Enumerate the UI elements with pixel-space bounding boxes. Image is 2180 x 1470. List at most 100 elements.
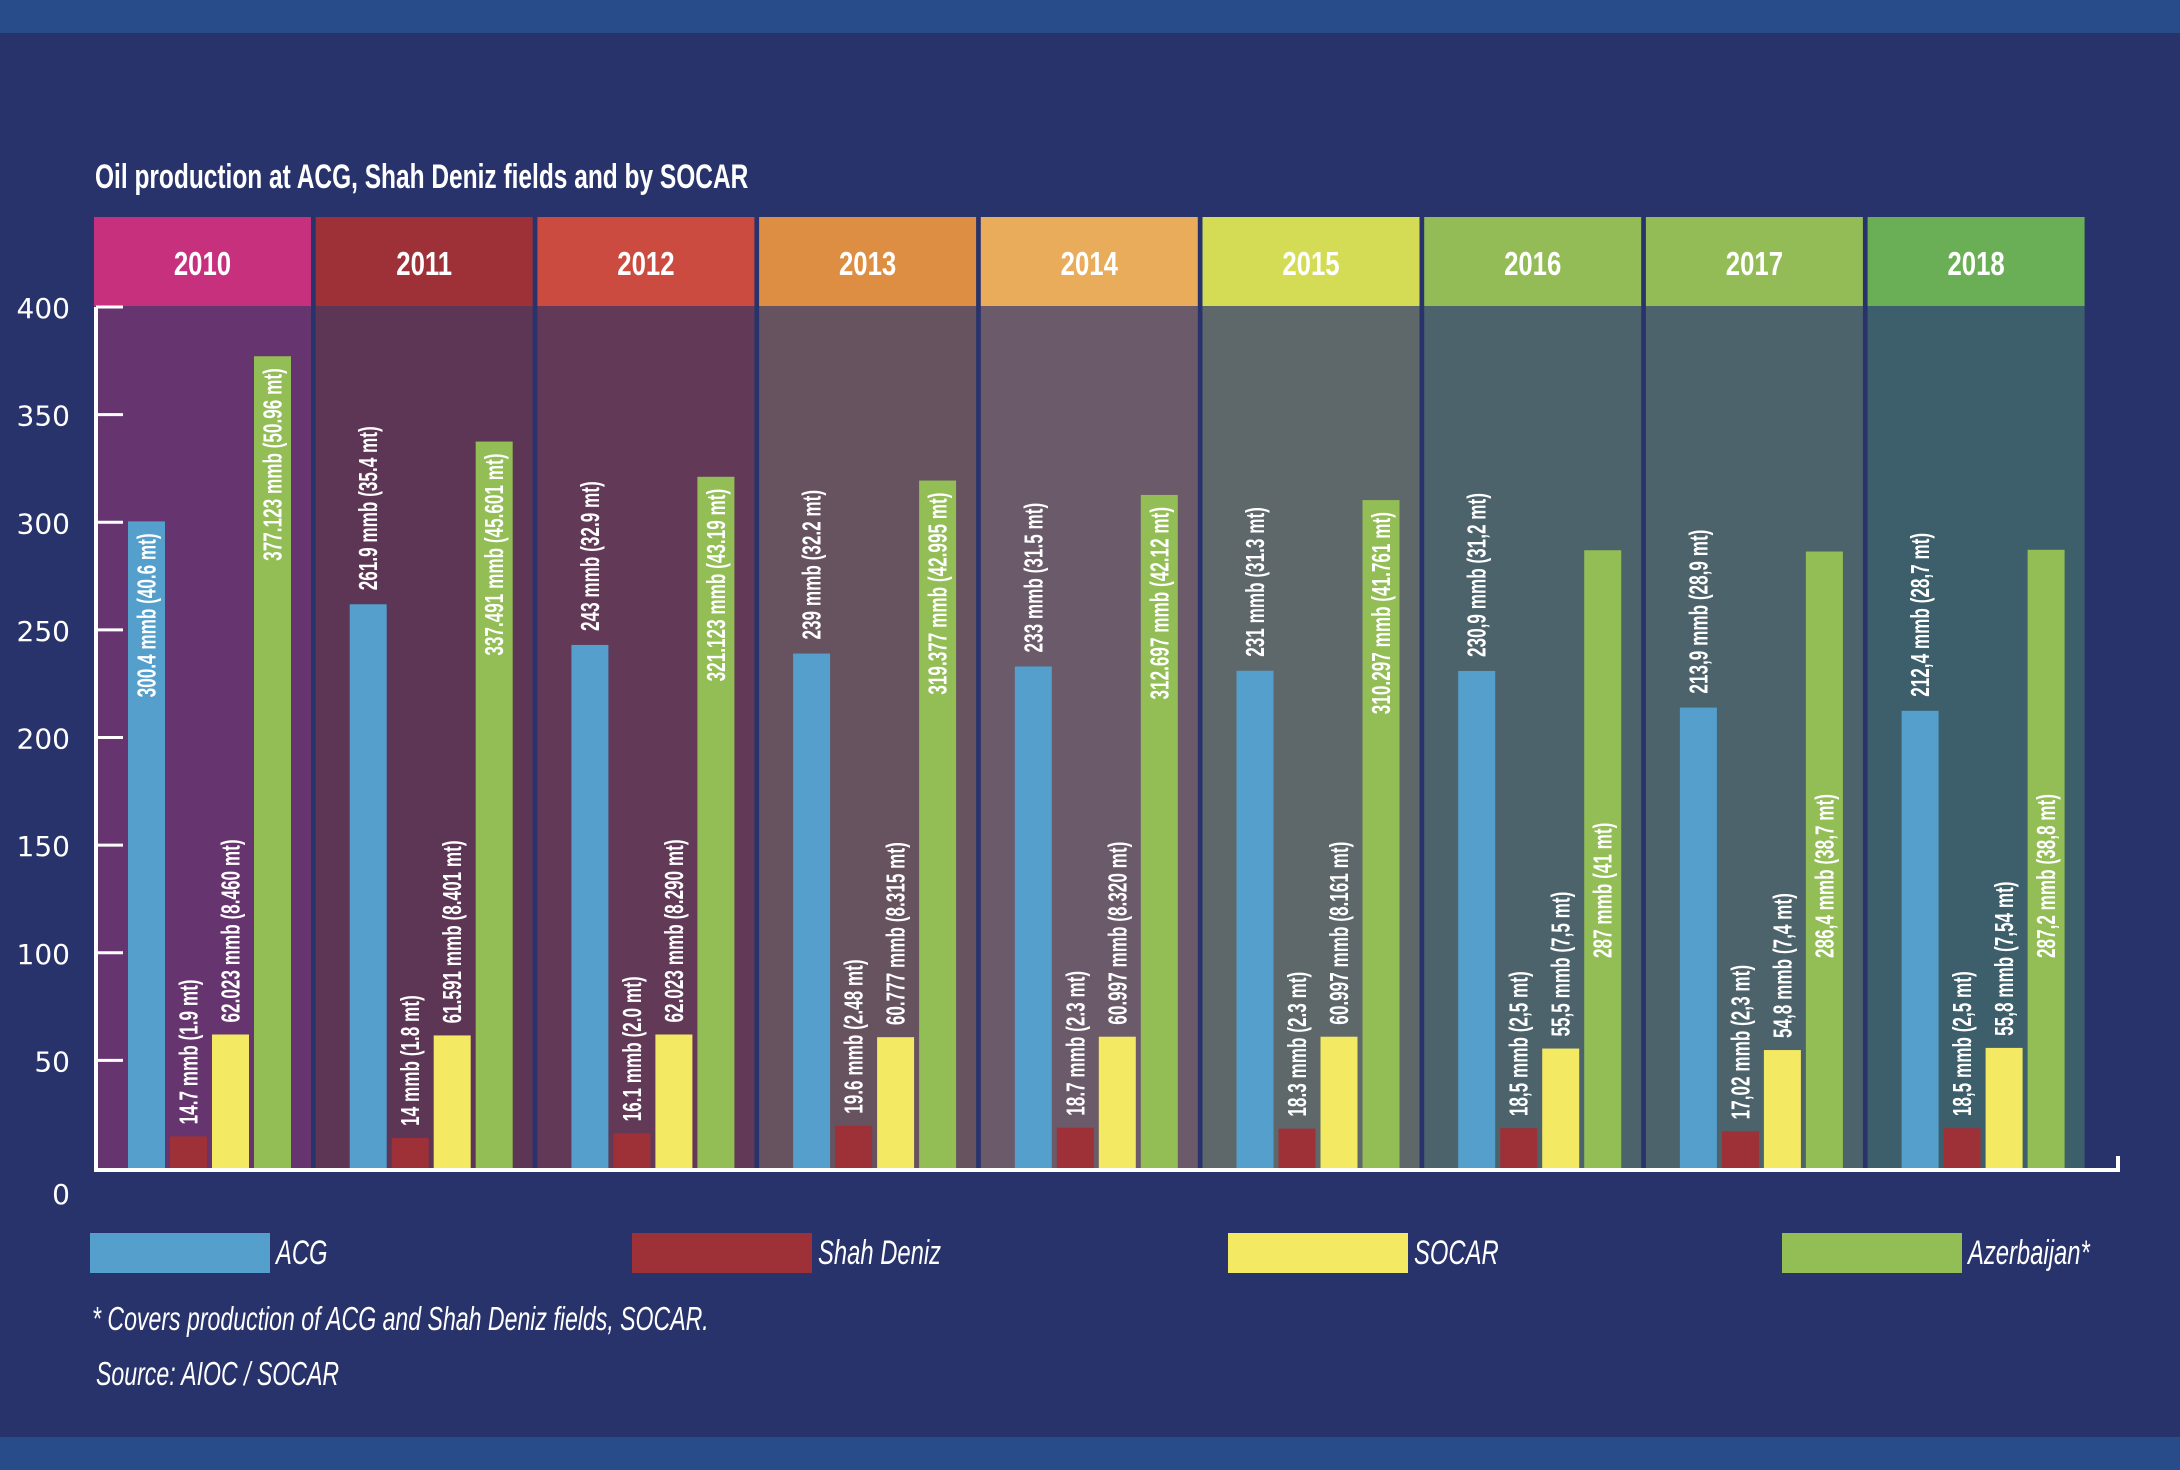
bar-label: 61.591 mmb (8.401 mt) xyxy=(438,840,468,1023)
bar-label: 62.023 mmb (8.460 mt) xyxy=(216,839,246,1022)
bar-label: 321.123 mmb (43.19 mt) xyxy=(701,489,731,682)
chart-title: Oil production at ACG, Shah Deniz fields… xyxy=(95,158,749,196)
bar-label: 212,4 mmb (28,7 mt) xyxy=(1905,533,1935,697)
bar-azerbaijan--2015 xyxy=(1362,500,1400,1168)
bar-azerbaijan--2017 xyxy=(1805,551,1843,1168)
bar-socar-2012 xyxy=(655,1034,693,1168)
bar-azerbaijan--2010 xyxy=(254,356,291,1168)
bar-shah-deniz-2015 xyxy=(1278,1128,1316,1168)
bar-label: 18,5 mmb (2,5 mt) xyxy=(1504,971,1534,1116)
bar-acg-2012 xyxy=(571,644,609,1168)
bar-shah-deniz-2011 xyxy=(391,1137,429,1168)
bar-acg-2015 xyxy=(1236,670,1274,1168)
bar-shah-deniz-2016 xyxy=(1500,1128,1538,1168)
bar-azerbaijan--2012 xyxy=(697,476,735,1169)
year-header-label: 2010 xyxy=(174,246,231,283)
bar-azerbaijan--2016 xyxy=(1584,550,1622,1168)
year-header-label: 2016 xyxy=(1504,246,1561,283)
bar-shah-deniz-2017 xyxy=(1721,1131,1759,1168)
bars xyxy=(128,356,2065,1169)
bar-label: 60.997 mmb (8.320 mt) xyxy=(1103,842,1133,1025)
legend-item-azerbaijan: Azerbaijan* xyxy=(1782,1233,2142,1273)
bar-label: 287 mmb (41 mt) xyxy=(1588,823,1618,958)
bottom-decor-strip xyxy=(0,1437,2180,1470)
bar-azerbaijan--2013 xyxy=(919,480,957,1168)
bar-azerbaijan--2014 xyxy=(1140,494,1178,1169)
year-header-2014 xyxy=(980,217,1198,306)
bar-label: 19.6 mmb (2.48 mt) xyxy=(839,959,869,1113)
bar-label: 300.4 mmb (40.6 mt) xyxy=(132,533,162,697)
bar-shah-deniz-2012 xyxy=(613,1133,651,1168)
bar-azerbaijan--2011 xyxy=(475,441,513,1168)
bar-shah-deniz-2013 xyxy=(835,1125,873,1168)
year-header-label: 2017 xyxy=(1726,246,1783,283)
year-header-label: 2013 xyxy=(839,246,896,283)
bar-socar-2018 xyxy=(1985,1047,2023,1168)
bar-acg-2016 xyxy=(1458,670,1496,1168)
bar-socar-2017 xyxy=(1763,1050,1801,1168)
bar-label: 261.9 mmb (35.4 mt) xyxy=(354,426,384,590)
bar-label: 319.377 mmb (42.995 mt) xyxy=(923,493,953,695)
bar-label: 377.123 mmb (50.96 mt) xyxy=(258,368,288,561)
bar-socar-2016 xyxy=(1542,1048,1580,1168)
bar-acg-2017 xyxy=(1679,707,1717,1168)
bar-label: 286,4 mmb (38,7 mt) xyxy=(1810,794,1840,958)
year-header-2016 xyxy=(1424,217,1642,306)
bar-label: 14 mmb (1.8 mt) xyxy=(396,995,426,1126)
bar-labels: 300.4 mmb (40.6 mt) 14.7 mmb (1.9 mt) 62.0… xyxy=(132,368,2061,1126)
bar-label: 287,2 mmb (38,8 mt) xyxy=(2031,794,2061,958)
bar-label: 18.3 mmb (2.3 mt) xyxy=(1282,972,1312,1117)
bar-label: 337.491 mmb (45.601 mt) xyxy=(480,454,510,656)
y-tick-label: 350 xyxy=(17,400,70,433)
year-header-2015 xyxy=(1202,217,1420,306)
bar-acg-2010 xyxy=(128,521,165,1168)
bar-socar-2011 xyxy=(433,1035,471,1168)
bar-label: 18.7 mmb (2.3 mt) xyxy=(1061,971,1091,1116)
legend-label-shah-deniz: Shah Deniz xyxy=(818,1233,942,1272)
legend-label-acg: ACG xyxy=(276,1233,328,1272)
y-tick-label: 300 xyxy=(17,507,70,540)
bar-acg-2018 xyxy=(1901,710,1939,1168)
legend-label-azerbaijan: Azerbaijan* xyxy=(1968,1233,2090,1272)
bar-label: 231 mmb (31.3 mt) xyxy=(1240,507,1270,657)
bar-label: 16.1 mmb (2.0 mt) xyxy=(617,976,647,1121)
year-header-2010 xyxy=(94,217,311,306)
bar-label: 60.777 mmb (8.315 mt) xyxy=(881,842,911,1025)
bar-label: 230,9 mmb (31,2 mt) xyxy=(1462,493,1492,657)
y-tick-label: 400 xyxy=(17,292,70,325)
bar-shah-deniz-2014 xyxy=(1056,1127,1094,1168)
bar-label: 62.023 mmb (8.290 mt) xyxy=(659,839,689,1022)
bar-socar-2013 xyxy=(877,1037,915,1168)
legend-swatch-acg xyxy=(90,1233,270,1273)
year-header-label: 2012 xyxy=(617,246,674,283)
year-header-label: 2011 xyxy=(396,246,452,283)
source-note: Source: AIOC / SOCAR xyxy=(96,1355,340,1392)
y-tick-label: 200 xyxy=(17,723,70,756)
y-tick-label: 50 xyxy=(34,1045,70,1078)
legend-item-shah-deniz: Shah Deniz xyxy=(632,1233,994,1273)
bar-label: 239 mmb (32.2 mt) xyxy=(797,490,827,640)
bar-label: 312.697 mmb (42.12 mt) xyxy=(1145,507,1175,700)
y-tick-label: 0 xyxy=(52,1178,70,1211)
bar-socar-2014 xyxy=(1098,1036,1136,1168)
bar-azerbaijan--2018 xyxy=(2027,549,2065,1168)
bar-socar-2015 xyxy=(1320,1036,1358,1168)
bar-acg-2013 xyxy=(793,653,831,1168)
axes: 0 50 100 150 200 250 300 350 400 xyxy=(17,292,2120,1211)
year-header-2013 xyxy=(759,217,977,306)
bar-acg-2011 xyxy=(349,604,387,1168)
year-header-label: 2018 xyxy=(1947,246,2004,283)
legend-swatch-azerbaijan xyxy=(1782,1233,1962,1273)
bar-acg-2014 xyxy=(1014,666,1052,1168)
year-header-label: 2014 xyxy=(1061,246,1119,283)
year-header-2017 xyxy=(1645,217,1863,306)
y-tick-label: 100 xyxy=(17,938,70,971)
year-header-2012 xyxy=(537,217,755,306)
legend-swatch-socar xyxy=(1228,1233,1408,1273)
year-header-label: 2015 xyxy=(1282,246,1339,283)
legend-item-acg: ACG xyxy=(90,1233,350,1273)
bar-label: 213,9 mmb (28,9 mt) xyxy=(1684,530,1714,694)
bar-label: 55,5 mmb (7,5 mt) xyxy=(1546,892,1576,1037)
bar-label: 233 mmb (31.5 mt) xyxy=(1019,503,1049,653)
